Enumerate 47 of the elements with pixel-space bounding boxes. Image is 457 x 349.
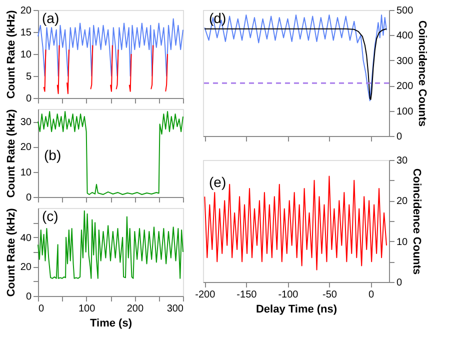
y2-tick-label: 0 bbox=[396, 278, 402, 288]
x-tick-label: -200 bbox=[195, 290, 216, 300]
annotation: (a) bbox=[42, 10, 60, 26]
y2-tick-label: 10 bbox=[396, 236, 408, 248]
y2-axis-title: Coincidence Counts bbox=[416, 20, 428, 127]
y-tick-label: 40 bbox=[20, 232, 32, 244]
line-series bbox=[38, 210, 184, 279]
y-tick-label: 20 bbox=[20, 262, 32, 274]
y2-tick-label: 300 bbox=[396, 56, 414, 67]
y2-tick-label: 20 bbox=[396, 196, 408, 208]
y2-tick-label: 100 bbox=[396, 106, 414, 118]
x-tick-label: -100 bbox=[278, 290, 299, 300]
line-series bbox=[204, 28, 388, 100]
y2-tick-label: 500 bbox=[396, 6, 414, 16]
y-tick-label: 20 bbox=[20, 142, 32, 154]
x-axis-title: Time (s) bbox=[90, 318, 132, 330]
y2-tick-label: 0 bbox=[396, 132, 402, 142]
y-tick-label: 20 bbox=[20, 6, 32, 16]
y2-tick-label: 400 bbox=[396, 30, 414, 42]
y-tick-label: 30 bbox=[20, 117, 32, 128]
y-tick-label: 0 bbox=[26, 94, 32, 104]
y2-axis-title: Coincidence Counts bbox=[410, 168, 423, 275]
x-tick-label: -150 bbox=[236, 290, 258, 300]
y-axis-title: Count Rate (kHz) bbox=[5, 108, 18, 198]
y2-tick-label: 200 bbox=[396, 81, 414, 92]
x-tick-label: 200 bbox=[126, 304, 144, 314]
x-tick-label: 300 bbox=[166, 304, 184, 314]
y2-tick-label: 30 bbox=[396, 156, 408, 166]
annotation: (d) bbox=[209, 10, 226, 26]
annotation: (b) bbox=[44, 147, 62, 163]
x-tick-label: -50 bbox=[322, 290, 338, 300]
annotation: (e) bbox=[209, 174, 226, 190]
annotation: (c) bbox=[42, 208, 58, 224]
line-series bbox=[38, 111, 184, 195]
line-series bbox=[204, 176, 388, 270]
x-tick-label: 100 bbox=[78, 304, 96, 314]
y-tick-label: 10 bbox=[20, 50, 32, 60]
y-tick-label: 0 bbox=[26, 192, 32, 204]
y-axis-title: Count Rate (kHz) bbox=[5, 10, 18, 99]
x-tick-label: 0 bbox=[368, 290, 374, 300]
line-series bbox=[204, 14, 388, 102]
x-tick-label: 0 bbox=[38, 304, 44, 314]
y-axis-title: Count Rate (kHz) bbox=[5, 208, 18, 297]
y-tick-label: 10 bbox=[20, 167, 32, 178]
y-tick-label: 15 bbox=[20, 28, 32, 38]
y-tick-label: 5 bbox=[26, 72, 32, 82]
x-axis-title: Delay Time (ns) bbox=[256, 304, 338, 316]
